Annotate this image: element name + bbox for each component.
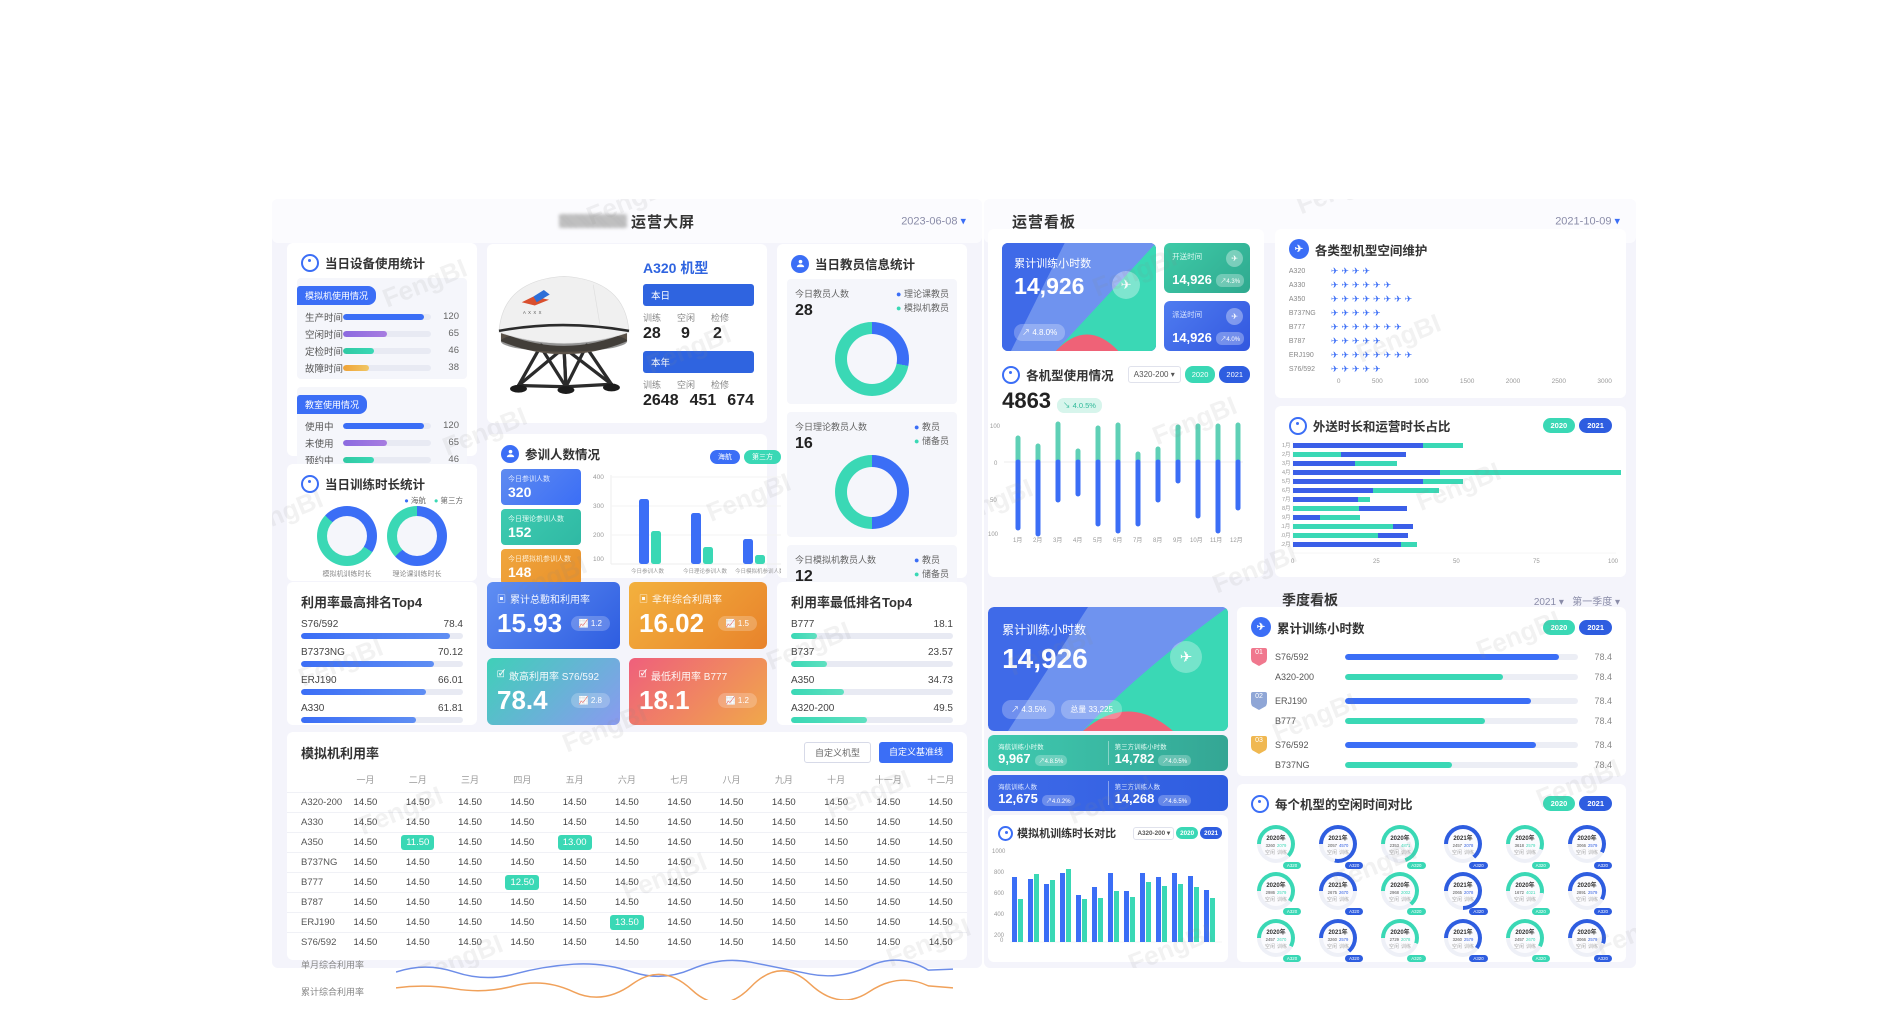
svg-text:今日理论参训人数: 今日理论参训人数	[683, 567, 728, 575]
svg-text:9月: 9月	[1173, 537, 1182, 544]
svg-text:50: 50	[990, 498, 997, 504]
svg-text:5月: 5月	[1093, 537, 1102, 544]
svg-text:7月: 7月	[1282, 496, 1291, 503]
svg-text:400: 400	[593, 474, 604, 481]
svg-text:6月: 6月	[1282, 487, 1291, 494]
svg-text:10月: 10月	[1281, 532, 1291, 539]
svg-text:800: 800	[994, 870, 1005, 876]
svg-text:6月: 6月	[1113, 537, 1122, 544]
svg-text:10月: 10月	[1190, 537, 1203, 544]
svg-text:400: 400	[994, 912, 1005, 918]
svg-text:3月: 3月	[1053, 537, 1062, 544]
svg-text:100: 100	[988, 532, 999, 538]
svg-text:100: 100	[1608, 559, 1619, 565]
svg-text:75: 75	[1533, 559, 1540, 565]
svg-text:8月: 8月	[1282, 505, 1291, 512]
svg-text:600: 600	[994, 891, 1005, 897]
svg-text:2月: 2月	[1033, 537, 1042, 544]
svg-text:0: 0	[1291, 559, 1295, 565]
svg-text:50: 50	[1453, 559, 1460, 565]
svg-text:3月: 3月	[1282, 460, 1291, 467]
svg-text:A X X X: A X X X	[523, 310, 542, 315]
svg-text:1000: 1000	[992, 849, 1006, 855]
svg-text:2月: 2月	[1282, 451, 1291, 458]
svg-text:300: 300	[593, 503, 604, 510]
svg-text:100: 100	[593, 556, 604, 563]
svg-text:5月: 5月	[1282, 478, 1291, 485]
svg-text:今日参训人数: 今日参训人数	[631, 567, 665, 575]
svg-text:今日模拟机参训人数: 今日模拟机参训人数	[735, 567, 781, 575]
svg-text:1月: 1月	[1282, 442, 1291, 449]
svg-text:100: 100	[990, 424, 1001, 430]
svg-text:4月: 4月	[1073, 537, 1082, 544]
svg-text:12月: 12月	[1281, 541, 1291, 548]
svg-text:12月: 12月	[1230, 537, 1243, 544]
svg-text:25: 25	[1373, 559, 1380, 565]
svg-text:4月: 4月	[1282, 469, 1291, 476]
svg-text:200: 200	[593, 532, 604, 539]
svg-text:7月: 7月	[1133, 537, 1142, 544]
svg-text:0: 0	[994, 461, 998, 467]
svg-text:9月: 9月	[1282, 514, 1291, 521]
svg-text:11月: 11月	[1281, 523, 1290, 530]
svg-text:8月: 8月	[1153, 537, 1162, 544]
svg-text:1月: 1月	[1013, 537, 1022, 544]
svg-text:11月: 11月	[1210, 537, 1222, 544]
